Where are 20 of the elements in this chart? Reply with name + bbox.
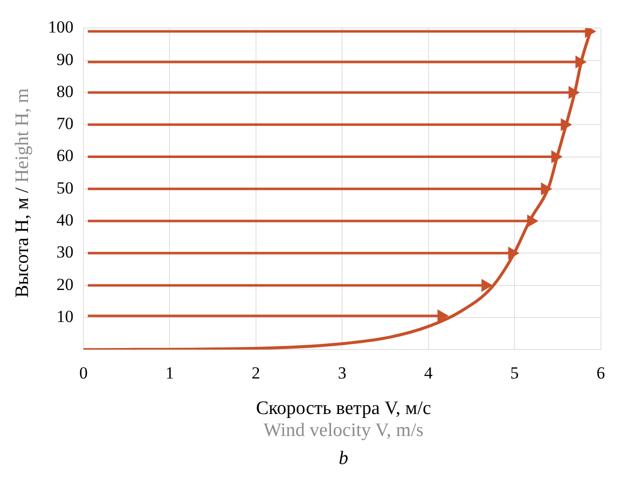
y-tick-label: 30: [56, 242, 74, 262]
x-tick-label: 4: [424, 363, 434, 382]
y-tick-label: 50: [56, 178, 74, 198]
x-tick-label: 1: [165, 363, 174, 382]
y-tick-label: 90: [56, 50, 74, 69]
x-tick-label: 2: [252, 363, 260, 382]
y-tick-label: 10: [56, 306, 74, 326]
y-tick-label: 40: [56, 210, 74, 230]
x-tick-label: 5: [510, 363, 519, 382]
x-tick-label: 3: [338, 363, 346, 382]
y-tick-label: 100: [48, 18, 74, 37]
y-tick-label: 80: [56, 82, 74, 101]
x-axis-title: Скорость ветра V, м/с Wind velocity V, m/s: [254, 398, 432, 442]
text: b: [338, 448, 350, 470]
x-tick-label: 0: [79, 363, 88, 382]
y-tick-label: 70: [56, 114, 74, 134]
x-tick-label: 6: [596, 363, 605, 382]
y-tick-label: 20: [56, 274, 74, 294]
y-axis-title: Высота H, м / Height H, m: [12, 88, 33, 298]
y-tick-label: 60: [56, 146, 74, 166]
